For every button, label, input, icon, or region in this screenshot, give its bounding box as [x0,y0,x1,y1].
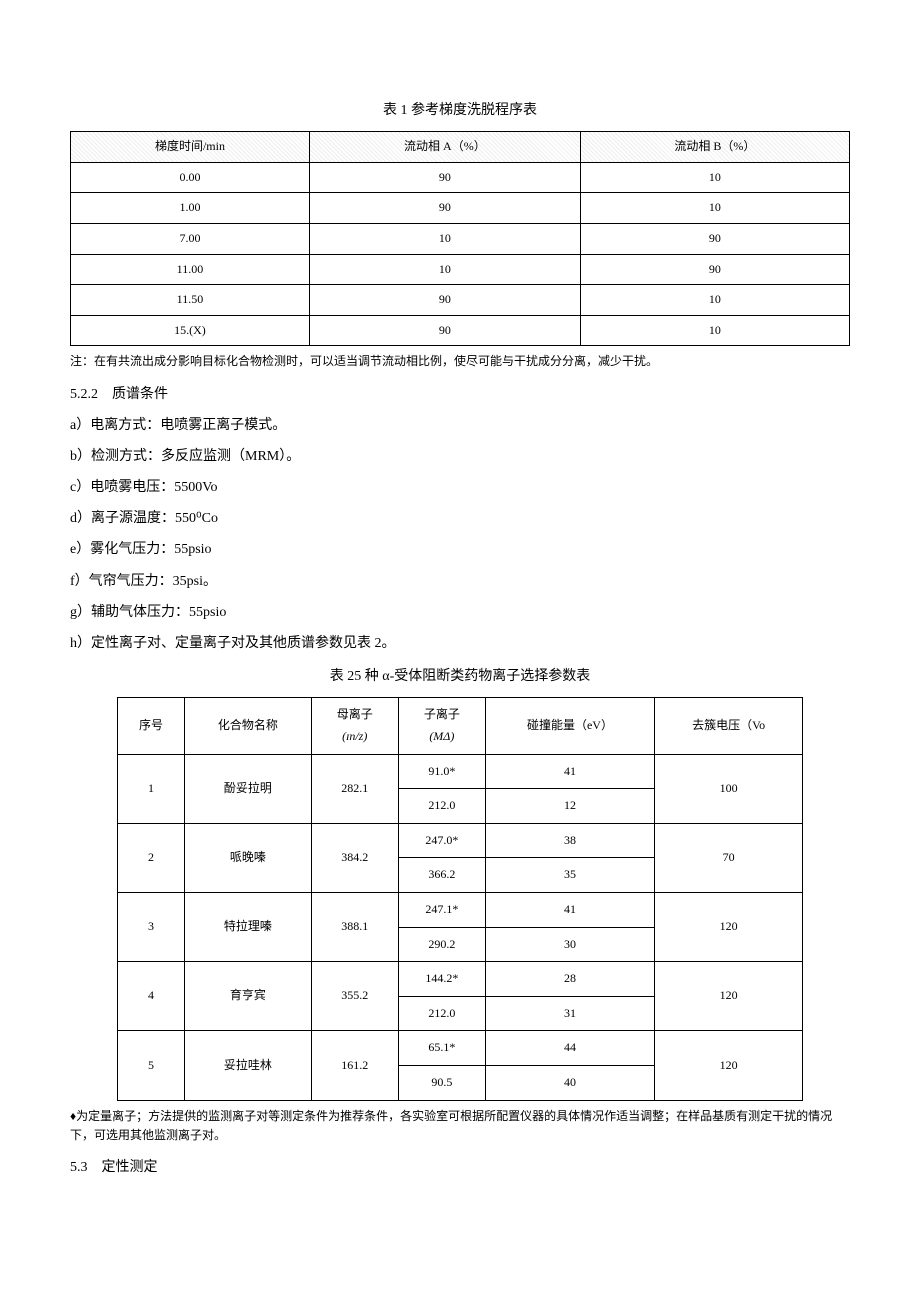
table-cell: 90 [580,223,849,254]
table1-note: 注：在有共流出成分影响目标化合物检测时，可以适当调节流动相比例，使尽可能与干扰成… [70,352,850,371]
table-cell: 100 [655,754,803,823]
table1-header-1: 流动相 A（%） [309,132,580,163]
table-cell: 120 [655,892,803,961]
table-cell: 212.0 [398,996,485,1031]
table-row: 5妥拉哇林161.265.1*44120 [117,1031,802,1066]
table-cell: 355.2 [311,962,398,1031]
table-cell: 酚妥拉明 [185,754,312,823]
table-cell: 育亨宾 [185,962,312,1031]
table-cell: 7.00 [71,223,310,254]
condition-item: c）电喷雾电压：5500Vo [70,475,850,500]
table-cell: 妥拉哇林 [185,1031,312,1100]
table-cell: 120 [655,1031,803,1100]
table-cell: 31 [485,996,654,1031]
table-cell: 90 [580,254,849,285]
table1-header-2: 流动相 B（%） [580,132,849,163]
table-cell: 11.50 [71,285,310,316]
table2-header-child-label: 子离子 [407,704,477,726]
table-row: 7.001090 [71,223,850,254]
table-cell: 12 [485,789,654,824]
table1-title: 表 1 参考梯度洗脱程序表 [70,98,850,123]
table2-header-name: 化合物名称 [185,698,312,754]
table-cell: 41 [485,754,654,789]
table-cell: 90 [309,162,580,193]
table-cell: 特拉理嗪 [185,892,312,961]
table-cell: 290.2 [398,927,485,962]
table-cell: 90 [309,315,580,346]
table-cell: 35 [485,858,654,893]
table-cell: 2 [117,823,184,892]
table2-header-ce: 碰撞能量（eV） [485,698,654,754]
condition-item: a）电离方式：电喷雾正离子模式。 [70,413,850,438]
table2-header-child: 子离子 (MΔ) [398,698,485,754]
table-cell: 120 [655,962,803,1031]
table-cell: 哌晚嗪 [185,823,312,892]
section-522-heading: 5.2.2 质谱条件 [70,382,850,407]
table-cell: 38 [485,823,654,858]
table2-header-dp: 去簇电压（Vo [655,698,803,754]
table-cell: 384.2 [311,823,398,892]
table-cell: 247.0* [398,823,485,858]
table2-header-parent: 母离子 (ɪn/z) [311,698,398,754]
table-cell: 90 [309,193,580,224]
table-row: 1.009010 [71,193,850,224]
table-cell: 65.1* [398,1031,485,1066]
table-cell: 44 [485,1031,654,1066]
table2-title: 表 25 种 α-受体阻断类药物离子选择参数表 [70,664,850,689]
table-row: 4育亨宾355.2144.2*28120 [117,962,802,997]
condition-item: e）雾化气压力：55psio [70,537,850,562]
condition-item: g）辅助气体压力：55psio [70,600,850,625]
table-cell: 144.2* [398,962,485,997]
table-cell: 10 [309,223,580,254]
table2-header-parent-unit: (ɪn/z) [320,726,390,748]
table-row: 0.009010 [71,162,850,193]
condition-item: b）检测方式：多反应监测（MRM）。 [70,444,850,469]
table-cell: 10 [580,285,849,316]
condition-item: h）定性离子对、定量离子对及其他质谱参数见表 2。 [70,631,850,656]
table-row: 11.001090 [71,254,850,285]
table-row: 2哌晚嗪384.2247.0*3870 [117,823,802,858]
table-row: 1酚妥拉明282.191.0*41100 [117,754,802,789]
table-cell: 0.00 [71,162,310,193]
condition-item: f）气帘气压力：35psi。 [70,569,850,594]
table-cell: 11.00 [71,254,310,285]
table2-note: ♦为定量离子；方法提供的监测离子对等测定条件为推荐条件，各实验室可根据所配置仪器… [70,1107,850,1145]
table-cell: 41 [485,892,654,927]
table1-header-0: 梯度时间/min [71,132,310,163]
table-cell: 1 [117,754,184,823]
table-cell: 91.0* [398,754,485,789]
table-cell: 10 [580,193,849,224]
table-cell: 366.2 [398,858,485,893]
table-cell: 28 [485,962,654,997]
table-cell: 70 [655,823,803,892]
table-cell: 3 [117,892,184,961]
table-cell: 282.1 [311,754,398,823]
table-cell: 1.00 [71,193,310,224]
table-row: 15.(X)9010 [71,315,850,346]
table-cell: 90 [309,285,580,316]
table2-header-child-unit: (MΔ) [407,726,477,748]
condition-item: d）离子源温度：550⁰Co [70,506,850,531]
table-cell: 10 [580,162,849,193]
table-cell: 247.1* [398,892,485,927]
table-cell: 388.1 [311,892,398,961]
table2-header-idx: 序号 [117,698,184,754]
table-cell: 5 [117,1031,184,1100]
table-cell: 15.(X) [71,315,310,346]
table1: 梯度时间/min 流动相 A（%） 流动相 B（%） 0.0090101.009… [70,131,850,346]
table2-header-parent-label: 母离子 [320,704,390,726]
table-row: 3特拉理嗪388.1247.1*41120 [117,892,802,927]
table-cell: 161.2 [311,1031,398,1100]
table-cell: 4 [117,962,184,1031]
table-cell: 40 [485,1065,654,1100]
table-cell: 212.0 [398,789,485,824]
table-cell: 10 [580,315,849,346]
table-row: 11.509010 [71,285,850,316]
table-cell: 90.5 [398,1065,485,1100]
table-cell: 10 [309,254,580,285]
section-53-heading: 5.3 定性测定 [70,1155,850,1180]
table2: 序号 化合物名称 母离子 (ɪn/z) 子离子 (MΔ) 碰撞能量（eV） 去簇… [117,697,803,1100]
table-cell: 30 [485,927,654,962]
